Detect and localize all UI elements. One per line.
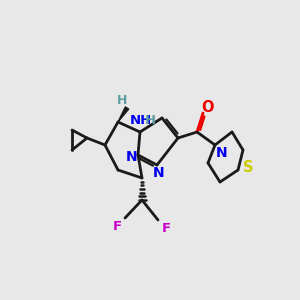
Text: F: F <box>161 221 171 235</box>
Text: H: H <box>117 94 127 106</box>
Text: H: H <box>144 113 156 127</box>
Text: NH: NH <box>130 113 152 127</box>
Text: F: F <box>112 220 122 232</box>
Text: N: N <box>153 166 165 180</box>
Text: S: S <box>243 160 253 175</box>
Text: N: N <box>126 150 138 164</box>
Polygon shape <box>118 107 129 122</box>
Text: N: N <box>216 146 228 160</box>
Text: O: O <box>201 100 213 115</box>
